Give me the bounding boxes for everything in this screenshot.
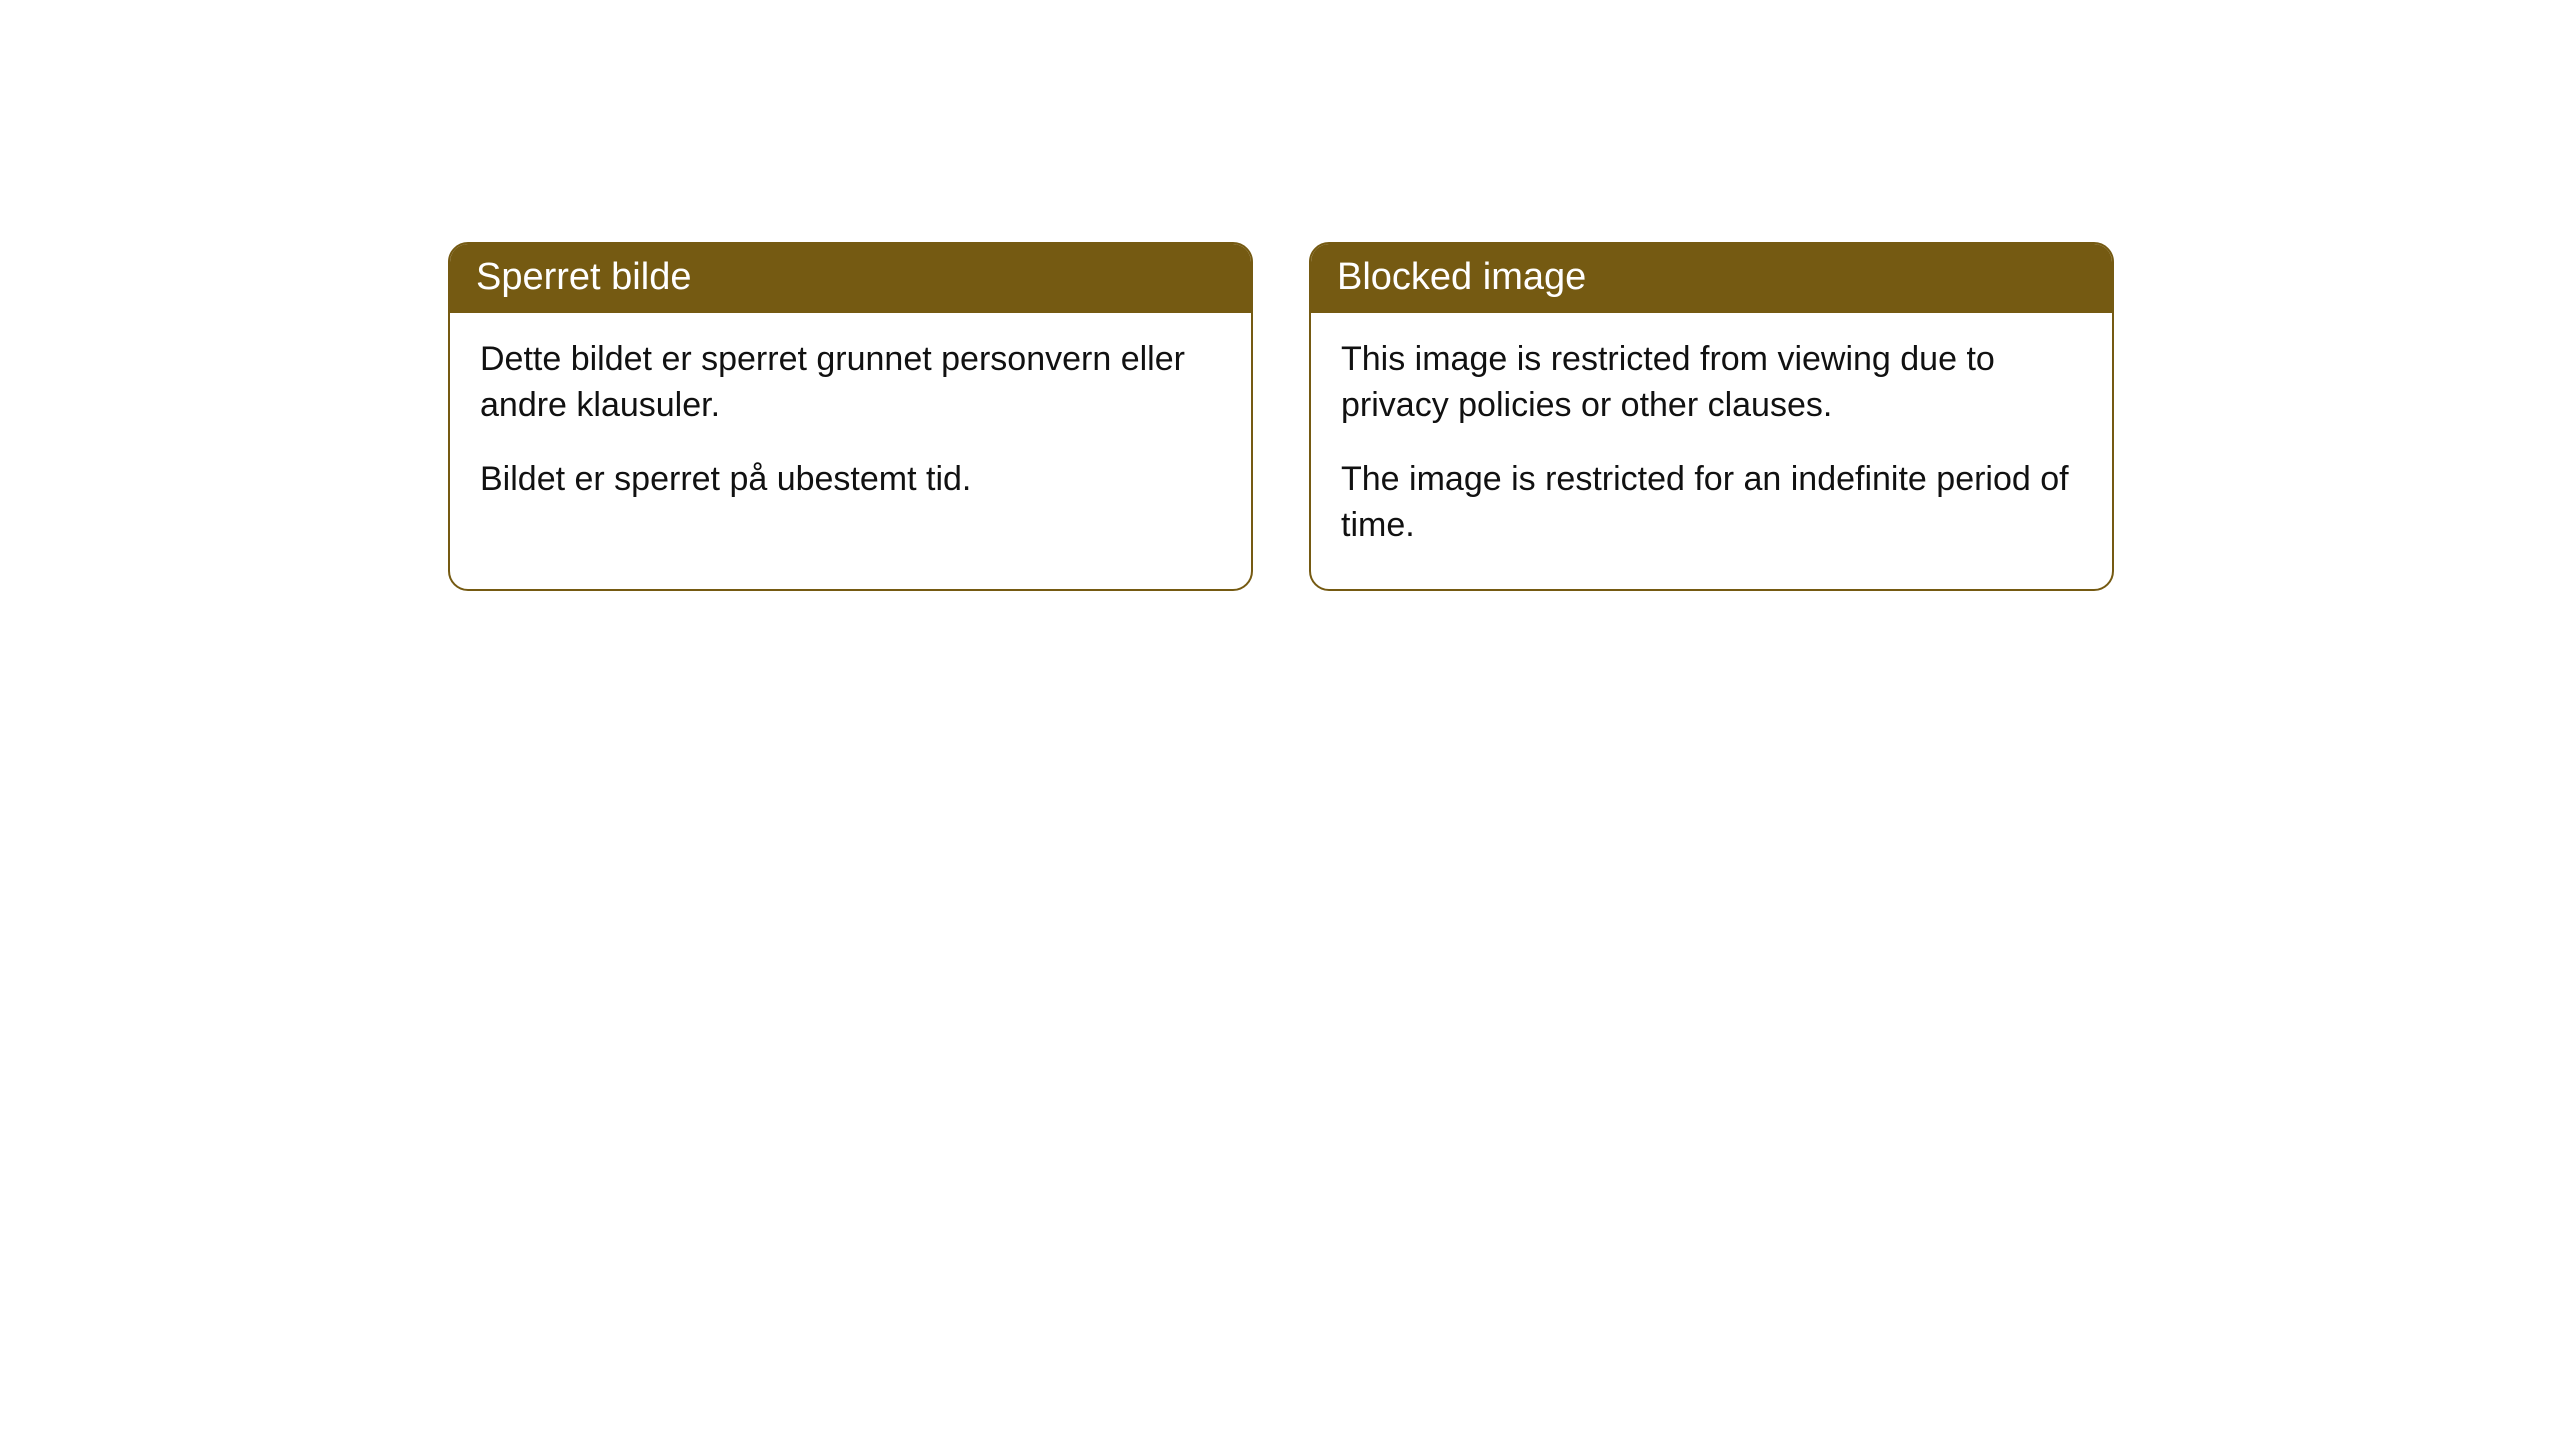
card-paragraph: The image is restricted for an indefinit… [1341, 457, 2082, 549]
card-title: Blocked image [1311, 244, 2112, 313]
card-body: This image is restricted from viewing du… [1311, 313, 2112, 589]
notice-container: Sperret bilde Dette bildet er sperret gr… [0, 0, 2560, 591]
notice-card-norwegian: Sperret bilde Dette bildet er sperret gr… [448, 242, 1253, 591]
card-body: Dette bildet er sperret grunnet personve… [450, 313, 1251, 543]
card-paragraph: Dette bildet er sperret grunnet personve… [480, 337, 1221, 429]
card-title: Sperret bilde [450, 244, 1251, 313]
notice-card-english: Blocked image This image is restricted f… [1309, 242, 2114, 591]
card-paragraph: Bildet er sperret på ubestemt tid. [480, 457, 1221, 503]
card-paragraph: This image is restricted from viewing du… [1341, 337, 2082, 429]
